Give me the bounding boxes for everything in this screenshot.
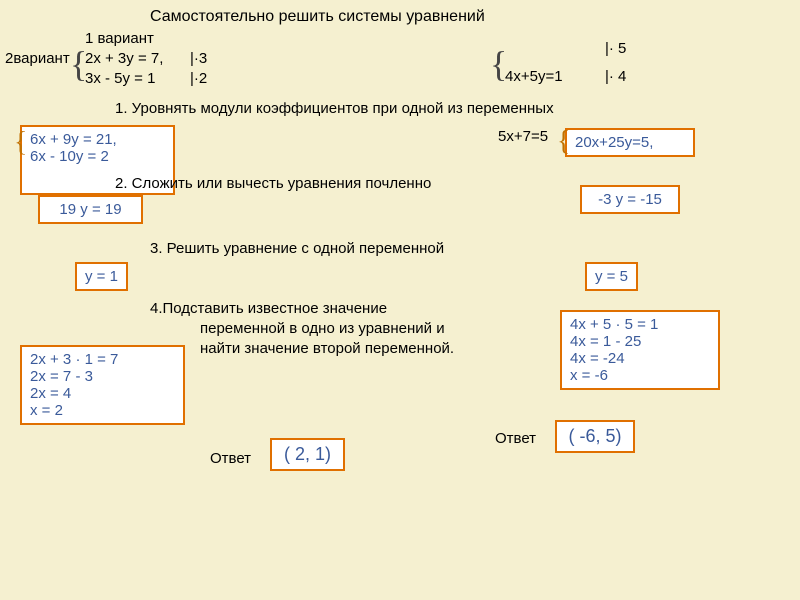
variant-1-label: 1 вариант — [85, 30, 154, 47]
eq-right-mul5: |· 5 — [605, 40, 626, 57]
step-3: 3. Решить уравнение с одной переменной — [150, 240, 444, 257]
box-left-1-line2: 6x - 10y = 2 — [30, 148, 165, 165]
box-right-1: { 20x+25y=5, — [565, 128, 695, 157]
box-left-3: y = 1 — [75, 262, 128, 291]
variant-2-label: 2вариант — [5, 50, 70, 67]
box-left-2: 19 y = 19 — [38, 195, 143, 224]
step-4a: 4.Подставить известное значение — [150, 300, 387, 317]
box-left-4-l1: 2x + 3 · 1 = 7 — [30, 351, 175, 368]
answer-label-left: Ответ — [210, 450, 251, 467]
box-right-2: -3 y = -15 — [580, 185, 680, 214]
box-right-4-l1: 4x + 5 · 5 = 1 — [570, 316, 710, 333]
eq-left-mul1: |·3 — [190, 50, 207, 67]
box-right-4-l4: x = -6 — [570, 367, 710, 384]
answer-left: ( 2, 1) — [270, 438, 345, 471]
eq-right-1: 4x+5y=1 — [505, 68, 563, 85]
answer-label-right: Ответ — [495, 430, 536, 447]
brace-box-left-icon: { — [14, 133, 27, 153]
box-right-4: 4x + 5 · 5 = 1 4x = 1 - 25 4x = -24 x = … — [560, 310, 720, 390]
eq-left-2: 3x - 5y = 1 — [85, 70, 155, 87]
step-4c: найти значение второй переменной. — [200, 340, 454, 357]
box-right-4-l3: 4x = -24 — [570, 350, 710, 367]
eq-left-mul2: |·2 — [190, 70, 207, 87]
box-right-4-l2: 4x = 1 - 25 — [570, 333, 710, 350]
page-title: Самостоятельно решить системы уравнений — [150, 8, 485, 26]
eq-right-side: 5x+7=5 — [498, 128, 548, 145]
step-4b: переменной в одно из уравнений и — [200, 320, 445, 337]
eq-left-1: 2x + 3y = 7, — [85, 50, 163, 67]
box-left-4-l2: 2x = 7 - 3 — [30, 368, 175, 385]
answer-right: ( -6, 5) — [555, 420, 635, 453]
eq-right-mul4: |· 4 — [605, 68, 626, 85]
step-2: 2. Сложить или вычесть уравнения почленн… — [115, 175, 431, 192]
brace-box-right-icon: { — [557, 132, 570, 152]
step-1: 1. Уровнять модули коэффициентов при одн… — [115, 100, 554, 117]
box-left-4: 2x + 3 · 1 = 7 2x = 7 - 3 2x = 4 x = 2 — [20, 345, 185, 425]
box-left-4-l3: 2x = 4 — [30, 385, 175, 402]
box-right-1-text: 20x+25y=5, — [575, 134, 653, 151]
box-right-3: y = 5 — [585, 262, 638, 291]
box-left-4-l4: x = 2 — [30, 402, 175, 419]
box-left-1-line1: 6x + 9y = 21, — [30, 131, 165, 148]
